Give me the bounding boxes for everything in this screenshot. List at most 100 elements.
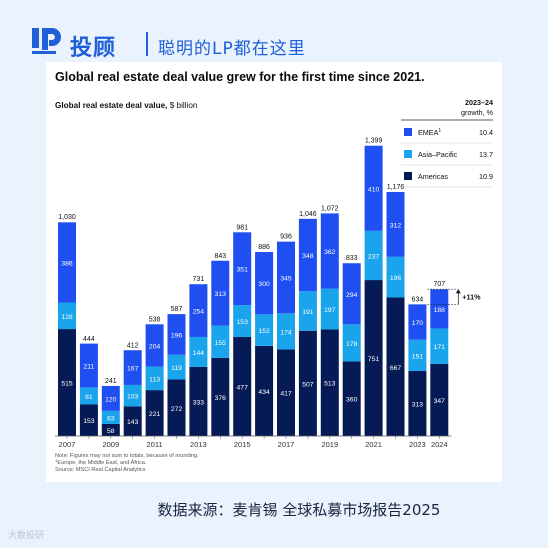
bar-value-label: 155 — [215, 340, 227, 347]
bar-segment — [58, 329, 76, 436]
bar-total-label: 538 — [149, 316, 161, 323]
bar-segment — [342, 361, 361, 436]
bar-value-label: 345 — [280, 275, 292, 282]
bar-segment — [298, 218, 317, 292]
bar-segment — [364, 230, 383, 281]
bar-value-label: 113 — [149, 376, 160, 383]
annotation-arrow-head — [455, 289, 461, 294]
bar-segment — [58, 222, 76, 303]
bar-total-label: 241 — [105, 378, 117, 385]
bar-segment — [123, 350, 142, 385]
bar-segment — [79, 404, 98, 436]
legend-growth-value: 10.4 — [479, 128, 493, 137]
legend-header-line1: 2023–24 — [465, 98, 493, 107]
bar-value-label: 197 — [324, 307, 336, 314]
bar-value-label: 513 — [324, 381, 336, 388]
bar-segment — [211, 260, 230, 326]
bar-value-label: 103 — [127, 394, 139, 401]
bar-value-label: 204 — [149, 343, 161, 350]
bar-segment — [58, 302, 76, 330]
bar-value-label: 254 — [193, 309, 205, 316]
bar-segment — [277, 313, 295, 350]
x-tick-label: 2009 — [102, 440, 119, 449]
bar-value-label: 171 — [434, 344, 446, 351]
bar-segment — [342, 263, 361, 325]
bar-value-label: 386 — [61, 260, 73, 267]
bar-value-label: 151 — [412, 353, 424, 360]
bar-value-label: 333 — [193, 399, 205, 406]
bar-value-label: 417 — [280, 391, 292, 398]
legend-swatch — [404, 128, 412, 136]
bar-segment — [408, 304, 427, 340]
bar-value-label: 174 — [280, 329, 292, 336]
brand-tagline: 聪明的LP都在这里 — [158, 39, 306, 59]
bar-segment — [211, 357, 230, 436]
x-tick-label: 2013 — [190, 440, 207, 449]
bar-total-label: 886 — [258, 244, 270, 251]
bar-value-label: 272 — [171, 406, 183, 413]
x-tick-label: 2019 — [321, 440, 338, 449]
x-tick-label: 2011 — [147, 440, 163, 449]
bar-value-label: 313 — [412, 402, 424, 409]
bar-segment — [189, 284, 208, 337]
bar-value-label: 376 — [215, 395, 227, 402]
bar-total-label: 1,176 — [387, 184, 405, 191]
bar-segment — [211, 325, 230, 358]
bar-value-label: 347 — [434, 398, 446, 405]
bar-value-label: 312 — [390, 222, 402, 229]
bar-segment — [233, 336, 252, 436]
bar-total-label: 936 — [280, 234, 292, 241]
bar-value-label: 237 — [368, 253, 380, 260]
note-emea-sup: 1 — [55, 458, 58, 463]
legend-label-name: Asia–Pacific — [418, 150, 458, 159]
bar-segment — [320, 288, 339, 330]
bar-segment — [430, 289, 449, 329]
bar-total-label: 634 — [412, 296, 424, 303]
bar-value-label: 410 — [368, 186, 380, 193]
bar-segment — [145, 324, 164, 367]
bar-segment — [320, 213, 339, 289]
bar-value-label: 351 — [237, 267, 249, 274]
bar-value-label: 362 — [324, 249, 336, 256]
bar-segment — [255, 345, 274, 436]
x-tick-label: 2024 — [431, 440, 448, 449]
bar-value-label: 58 — [107, 428, 115, 435]
bar-segment — [101, 410, 120, 424]
chart-card: Global real estate deal value grew for t… — [46, 62, 502, 482]
bar-total-label: 731 — [193, 276, 205, 283]
bar-segment — [277, 349, 295, 436]
note-emea: 1Europe, the Middle East, and Africa. — [55, 458, 147, 466]
bar-segment — [167, 379, 186, 436]
legend-label-name: Americas — [418, 172, 448, 181]
note-source: Source: MSCI Real Capital Analytics — [55, 467, 146, 473]
bar-segment — [386, 256, 405, 298]
annotation-growth: +11% — [462, 292, 481, 301]
bar-segment — [123, 406, 142, 436]
bar-value-label: 211 — [83, 364, 94, 371]
bar-value-label: 152 — [258, 328, 270, 335]
bar-value-label: 170 — [412, 320, 424, 327]
legend-swatch — [404, 150, 412, 158]
bar-total-label: 1,399 — [365, 138, 383, 145]
legend-label: Americas — [418, 172, 448, 181]
legend-growth-value: 13.7 — [479, 150, 493, 159]
bar-segment — [408, 339, 427, 372]
bar-value-label: 348 — [302, 253, 314, 260]
bar-segment — [342, 324, 361, 362]
chart-subtitle-main: Global real estate deal value, — [55, 101, 170, 110]
bar-total-label: 1,030 — [58, 214, 76, 221]
bar-segment — [145, 390, 164, 436]
bar-value-label: 477 — [237, 384, 249, 391]
x-tick-label: 2017 — [278, 440, 295, 449]
bar-segment — [364, 145, 383, 231]
bar-segment — [298, 291, 317, 331]
bar-segment — [233, 232, 252, 306]
brand-divider — [146, 32, 148, 56]
bar-value-label: 119 — [171, 365, 182, 372]
bar-value-label: 63 — [107, 415, 115, 422]
bar-value-label: 188 — [434, 307, 446, 314]
bar-segment — [167, 354, 186, 380]
bar-total-label: 981 — [236, 224, 248, 231]
bar-segment — [298, 330, 317, 436]
bar-segment — [101, 423, 120, 436]
